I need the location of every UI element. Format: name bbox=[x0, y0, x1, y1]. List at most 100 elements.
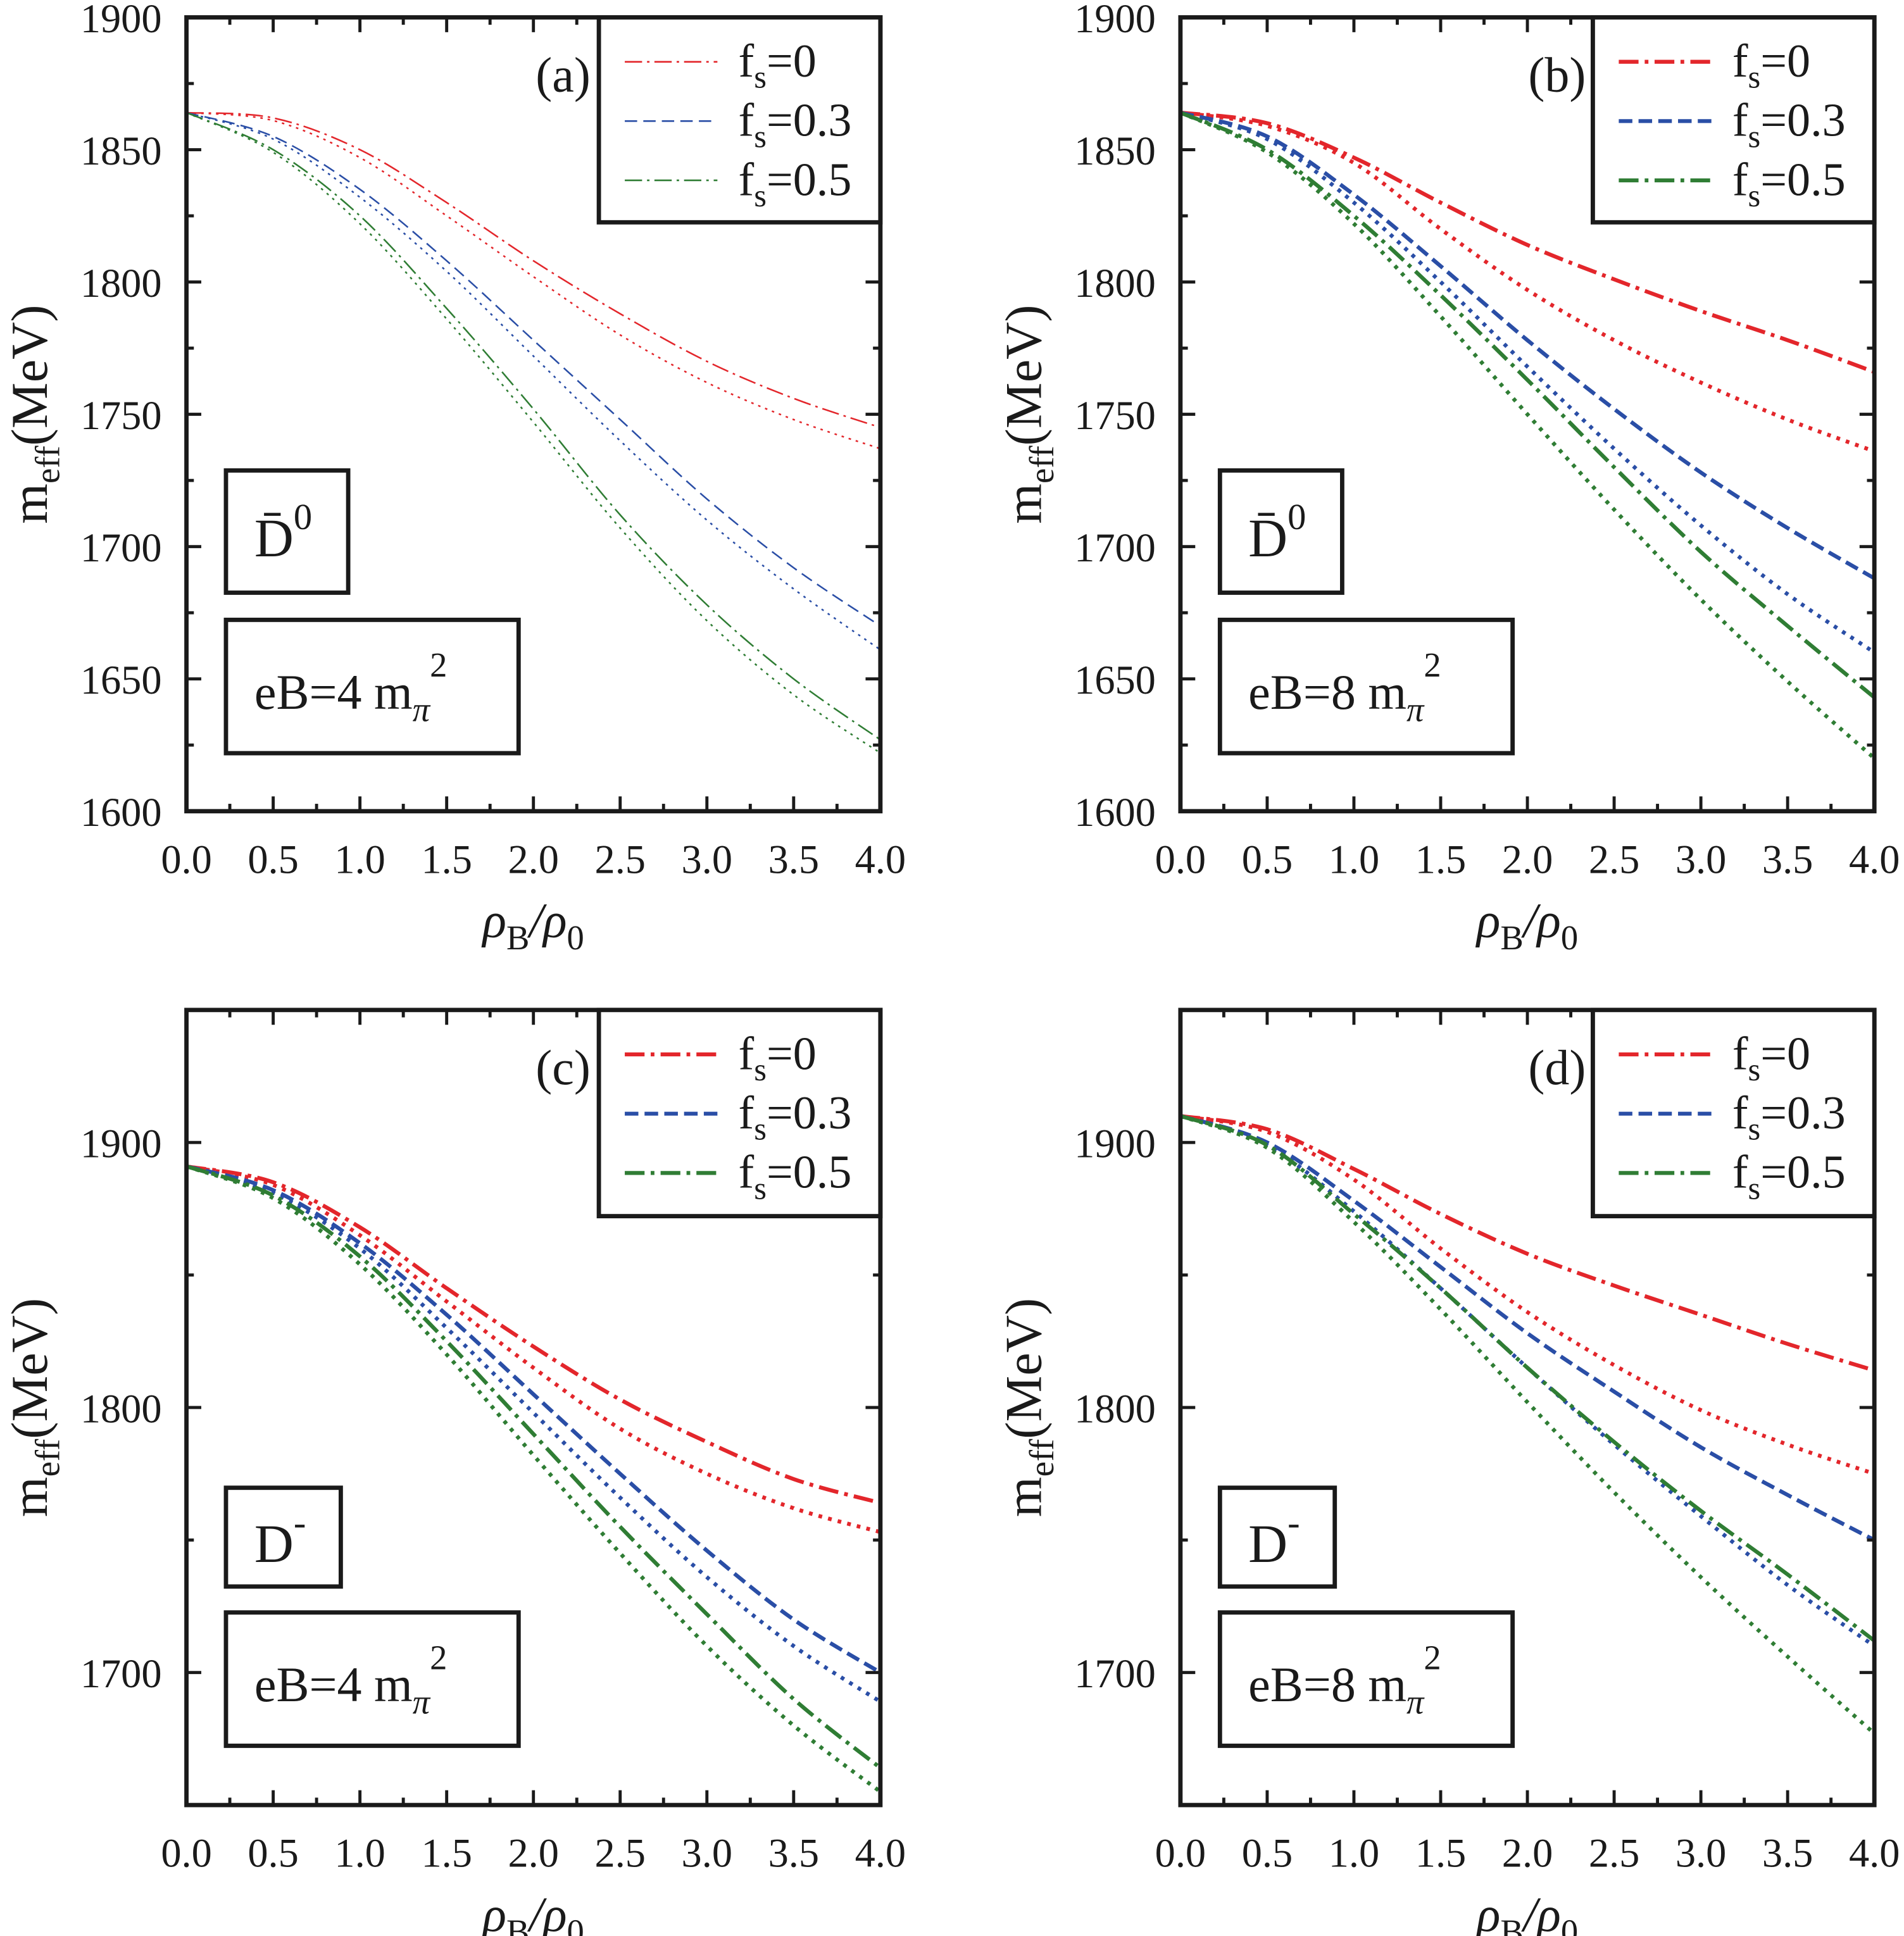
y-axis-label-part: eff bbox=[1022, 1439, 1061, 1477]
y-tick-label: 1750 bbox=[1074, 393, 1156, 438]
x-tick-label: 2.0 bbox=[1502, 837, 1553, 882]
legend-entry-label-part: =0.3 bbox=[1760, 95, 1845, 147]
magnetic-field-label: eB=8 mπ 2 bbox=[1248, 646, 1441, 728]
series-line-blue-dashed bbox=[185, 1164, 882, 1675]
legend-entry-label-part: s bbox=[1748, 118, 1761, 154]
x-axis-label-part: B bbox=[1500, 918, 1523, 957]
x-tick-label: 1.0 bbox=[334, 1831, 385, 1876]
y-axis-label-part: eff bbox=[1022, 446, 1061, 484]
legend-entry-label-part: s bbox=[1748, 1111, 1761, 1147]
x-tick-label: 3.0 bbox=[682, 837, 732, 882]
legend-entry-label-part: =0.3 bbox=[767, 95, 851, 147]
x-axis-label-part: 0 bbox=[567, 918, 584, 957]
x-tick-label: 1.0 bbox=[1329, 837, 1379, 882]
legend-entry-label: fs=0 bbox=[1732, 35, 1810, 95]
panel-d: 0.0 0.5 1.0 1.5 2.0 2.5 3.0 3.5 4.0 1700 1800 1900 ρ… bbox=[994, 1008, 1900, 1936]
legend-entry-label-part: s bbox=[754, 1052, 767, 1087]
y-axis-label: meff(MeV) bbox=[1, 304, 67, 523]
magnetic-field-label-part: 2 bbox=[430, 646, 447, 684]
field-label-box bbox=[1217, 1610, 1515, 1748]
y-axis-label-part: eff bbox=[28, 446, 67, 484]
plot-frame bbox=[184, 15, 883, 814]
legend-entry-label: fs=0.5 bbox=[1732, 1147, 1846, 1206]
series-line-blue-dashed bbox=[1180, 110, 1876, 580]
magnetic-field-label: eB=4 mπ 2 bbox=[254, 646, 448, 728]
y-tick-label: 1800 bbox=[80, 1386, 162, 1431]
legend-entry-label: fs=0.3 bbox=[739, 1087, 852, 1147]
x-axis-label-part: ρ bbox=[1475, 1887, 1500, 1936]
field-label-box bbox=[1217, 617, 1515, 756]
legend-entry-label-part: f bbox=[739, 154, 755, 206]
x-axis-label-part: ρ bbox=[482, 893, 506, 948]
x-tick-label: 3.5 bbox=[1762, 1831, 1813, 1876]
y-axis-label: meff(MeV) bbox=[994, 1298, 1061, 1517]
x-tick-label: 4.0 bbox=[1849, 837, 1900, 882]
magnetic-field-label-part: π bbox=[413, 690, 431, 728]
x-tick-label: 0.0 bbox=[1155, 1831, 1206, 1876]
y-axis-label-part: (MeV) bbox=[994, 304, 1052, 446]
panel-a: 0.0 0.5 1.0 1.5 2.0 2.5 3.0 3.5 4.0 1600 1650 1700 1… bbox=[1, 0, 906, 957]
series-line-green-dashdot bbox=[1179, 111, 1876, 699]
series-line-green-dashdot bbox=[1179, 1114, 1876, 1642]
legend-entry-label-part: s bbox=[1748, 59, 1761, 95]
y-tick-label: 1900 bbox=[80, 0, 162, 41]
series-line-green-dotted bbox=[1179, 1114, 1876, 1735]
legend-entry-label: fs=0.3 bbox=[739, 95, 852, 154]
x-tick-label: 3.0 bbox=[682, 1831, 732, 1876]
legend-entry-label-part: s bbox=[1748, 1052, 1761, 1087]
y-axis-label: meff(MeV) bbox=[994, 304, 1061, 523]
x-tick-label: 0.5 bbox=[247, 1831, 298, 1876]
series-line-blue-dashed bbox=[1179, 1114, 1876, 1542]
y-tick-label: 1800 bbox=[1074, 261, 1156, 306]
legend-entry-label-part: =0.3 bbox=[767, 1087, 851, 1139]
x-tick-label: 0.0 bbox=[1155, 837, 1206, 882]
legend-entry-label-part: =0 bbox=[767, 35, 817, 87]
particle-label-box bbox=[1217, 1485, 1337, 1589]
legend-entry-label-part: f bbox=[739, 95, 755, 147]
y-tick-label: 1700 bbox=[1074, 1651, 1156, 1696]
y-tick-label: 1900 bbox=[80, 1121, 162, 1166]
y-axis-label-part: (MeV) bbox=[1, 304, 58, 446]
legend-entry-label: fs=0.3 bbox=[1732, 1087, 1846, 1147]
series-line-blue-dashed bbox=[186, 111, 881, 627]
x-axis-label-part: 0 bbox=[567, 1913, 584, 1936]
legend: fs=0fs=0.3fs=0.5 bbox=[1591, 15, 1877, 225]
x-axis-label-part: B bbox=[506, 918, 529, 957]
series-line-green-dashdot bbox=[185, 1164, 882, 1770]
y-axis-label-part: m bbox=[1, 1477, 58, 1517]
magnetic-field-label-part: eB=4 m bbox=[254, 1657, 413, 1712]
legend-entry-label: fs=0.3 bbox=[1732, 95, 1846, 154]
x-axis-label-part: /ρ bbox=[527, 1887, 567, 1936]
x-axis-label-part: ρ bbox=[482, 1887, 506, 1936]
x-tick-label: 4.0 bbox=[1849, 1831, 1900, 1876]
x-tick-label: 3.0 bbox=[1675, 837, 1726, 882]
series-line-red-dotted bbox=[1180, 110, 1876, 454]
particle-label-box bbox=[1217, 468, 1344, 595]
magnetic-field-label: eB=8 mπ 2 bbox=[1248, 1639, 1441, 1721]
series-line-red-dashdot bbox=[1180, 1114, 1876, 1373]
legend-entry-label-part: f bbox=[1732, 1147, 1748, 1199]
x-axis-label-part: ρ bbox=[1475, 893, 1500, 948]
panel-tag: (d) bbox=[1528, 1040, 1586, 1095]
x-tick-label: 1.0 bbox=[1329, 1831, 1379, 1876]
legend-entry-label-part: f bbox=[739, 1087, 755, 1139]
y-axis-label-part: m bbox=[994, 1477, 1052, 1517]
legend: fs=0fs=0.3fs=0.5 bbox=[1591, 1008, 1877, 1219]
y-tick-label: 1850 bbox=[80, 128, 162, 173]
particle-label-part: 0 bbox=[1287, 496, 1306, 537]
legend-entry-label-part: f bbox=[1732, 95, 1748, 147]
x-tick-label: 0.0 bbox=[161, 1831, 211, 1876]
panel-tag: (b) bbox=[1528, 47, 1586, 102]
x-tick-label: 1.5 bbox=[1415, 837, 1466, 882]
x-axis-label: ρB/ρ0 bbox=[1475, 1887, 1578, 1936]
legend-entry-label-part: s bbox=[754, 118, 767, 154]
legend-entry-label-part: =0 bbox=[1760, 35, 1810, 87]
x-tick-label: 3.5 bbox=[1762, 837, 1813, 882]
panel-c: 0.0 0.5 1.0 1.5 2.0 2.5 3.0 3.5 4.0 1700 1800 1900 ρ… bbox=[1, 1008, 906, 1936]
particle-label-part: 0 bbox=[294, 496, 312, 537]
y-axis-label-part: m bbox=[994, 484, 1052, 524]
y-tick-label: 1800 bbox=[1074, 1386, 1156, 1431]
particle-label: D̄0 bbox=[254, 496, 312, 568]
series-line-blue-dotted bbox=[186, 111, 881, 651]
x-tick-label: 4.0 bbox=[855, 837, 906, 882]
